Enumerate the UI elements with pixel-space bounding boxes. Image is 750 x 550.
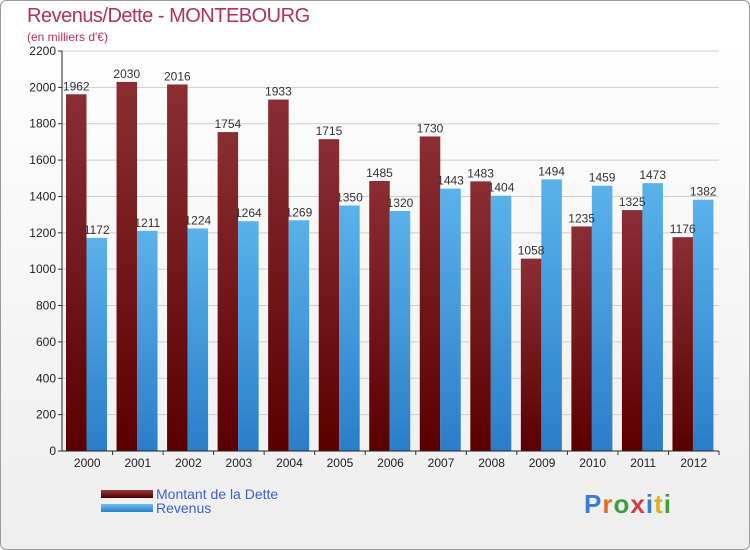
- bar-dette: [672, 237, 693, 451]
- y-tick-label: 1600: [29, 153, 56, 167]
- chart-title: Revenus/Dette - MONTEBOURG: [27, 5, 310, 27]
- bar-revenus: [137, 230, 158, 451]
- data-label-revenus: 1494: [538, 164, 565, 178]
- data-label-revenus: 1211: [134, 216, 160, 230]
- bar-dette: [571, 226, 592, 451]
- bar-dette: [470, 181, 491, 451]
- bar-dette: [66, 94, 87, 451]
- bar-dette: [419, 136, 441, 452]
- y-tick-label: 1200: [29, 226, 56, 240]
- data-label-dette: 1962: [63, 79, 90, 93]
- data-label-dette: 1485: [366, 166, 393, 180]
- data-label-dette: 1235: [568, 211, 595, 225]
- x-tick-label: 2012: [680, 456, 707, 470]
- y-tick-label: 600: [36, 335, 56, 349]
- logo-letter: t: [654, 489, 664, 519]
- data-label-dette: 2030: [113, 67, 140, 81]
- x-tick-label: 2008: [478, 456, 505, 470]
- bar-revenus: [490, 195, 512, 451]
- bar-dette: [116, 81, 138, 451]
- x-tick-label: 2009: [529, 456, 556, 470]
- data-label-dette: 1325: [619, 195, 646, 209]
- bar-revenus: [389, 211, 411, 451]
- data-label-revenus: 1443: [437, 174, 464, 188]
- y-tick-label: 2000: [29, 80, 56, 94]
- y-tick-label: 1400: [29, 189, 56, 203]
- legend-swatch-revenus: [101, 504, 153, 512]
- bar-dette: [621, 210, 643, 451]
- data-label-dette: 1754: [215, 117, 242, 131]
- bar-dette: [520, 258, 542, 451]
- chart-subtitle: (en milliers d'€): [27, 30, 108, 44]
- data-label-dette: 1176: [670, 222, 696, 236]
- data-label-revenus: 1473: [639, 168, 666, 182]
- bar-dette: [369, 181, 390, 451]
- legend-label-dette: Montant de la Dette: [156, 486, 279, 502]
- bar-revenus: [86, 237, 107, 451]
- logo-letter: o: [613, 489, 631, 519]
- bar-dette: [268, 99, 289, 451]
- y-tick-label: 400: [36, 371, 56, 385]
- x-tick-label: 2011: [630, 456, 656, 470]
- logo-letter: i: [645, 489, 655, 519]
- legend-label-revenus: Revenus: [156, 500, 212, 516]
- y-tick-label: 1800: [29, 117, 56, 131]
- bar-dette: [167, 84, 188, 452]
- bar-revenus: [642, 183, 663, 451]
- x-tick-label: 2010: [579, 456, 606, 470]
- data-label-dette: 1483: [467, 166, 494, 180]
- data-label-dette: 1058: [518, 244, 545, 258]
- data-label-revenus: 1264: [235, 206, 262, 220]
- data-label-dette: 1933: [265, 85, 292, 99]
- data-label-revenus: 1320: [387, 196, 414, 210]
- x-tick-label: 2004: [276, 456, 303, 470]
- x-tick-label: 2007: [428, 456, 455, 470]
- data-label-revenus: 1382: [690, 185, 717, 199]
- y-tick-label: 800: [36, 299, 56, 313]
- x-tick-label: 2006: [377, 456, 404, 470]
- x-tick-label: 2001: [124, 456, 151, 470]
- y-tick-label: 1000: [29, 262, 56, 276]
- data-label-revenus: 1459: [589, 171, 616, 185]
- data-label-dette: 1715: [316, 124, 343, 138]
- data-label-dette: 2016: [164, 69, 191, 83]
- data-label-revenus: 1350: [336, 191, 363, 205]
- x-tick-label: 2003: [226, 456, 253, 470]
- logo-letter: r: [602, 489, 614, 519]
- logo-letter: i: [663, 489, 672, 519]
- data-label-revenus: 1224: [184, 213, 211, 227]
- bar-dette: [217, 132, 239, 451]
- proxiti-logo: Proxiti: [584, 489, 672, 520]
- x-tick-label: 2000: [74, 456, 101, 470]
- bar-revenus: [541, 179, 562, 451]
- logo-letter: P: [584, 489, 603, 519]
- data-label-dette: 1730: [417, 121, 444, 135]
- logo-letter: x: [630, 489, 646, 519]
- x-tick-label: 2002: [175, 456, 202, 470]
- legend-swatch-dette: [101, 490, 153, 498]
- y-tick-label: 0: [49, 444, 56, 458]
- data-label-revenus: 1172: [84, 223, 110, 237]
- bar-revenus: [288, 220, 310, 451]
- bar-dette: [318, 139, 340, 451]
- bar-revenus: [692, 199, 714, 451]
- bar-revenus: [339, 205, 360, 451]
- bar-revenus: [591, 185, 613, 451]
- data-label-revenus: 1269: [286, 205, 313, 219]
- data-label-revenus: 1404: [488, 181, 515, 195]
- bar-revenus: [238, 221, 259, 451]
- bar-revenus: [187, 228, 209, 451]
- y-tick-label: 2200: [29, 44, 56, 58]
- x-tick-label: 2005: [327, 456, 354, 470]
- bar-revenus: [440, 188, 461, 452]
- y-tick-label: 200: [36, 408, 56, 422]
